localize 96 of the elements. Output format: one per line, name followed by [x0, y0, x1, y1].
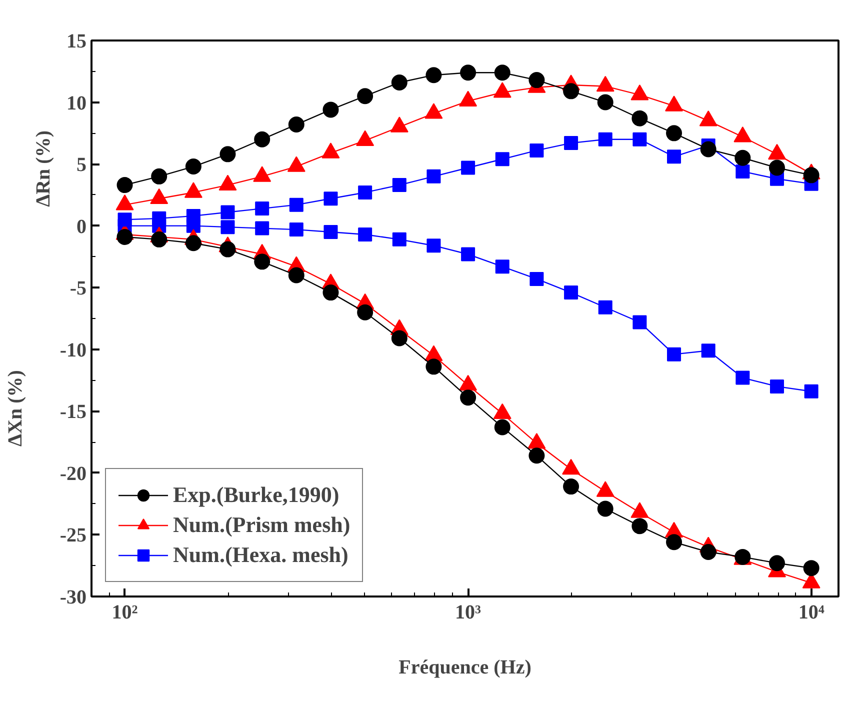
point	[768, 160, 785, 176]
point	[151, 231, 168, 248]
y-tick-label: -25	[60, 524, 87, 547]
point	[768, 555, 785, 572]
x-tick-label: 10³	[455, 602, 482, 624]
point	[598, 300, 612, 314]
point	[632, 315, 647, 330]
legend-label: Num.(Hexa. mesh)	[173, 542, 348, 568]
y-tick-label: 10	[66, 92, 86, 114]
point	[426, 67, 442, 84]
point	[530, 272, 544, 286]
point	[461, 160, 476, 175]
point	[151, 168, 168, 184]
point	[736, 164, 750, 178]
point	[288, 116, 304, 133]
y-tick-label: -15	[60, 401, 87, 424]
x-tick-label: 10⁴	[798, 602, 824, 624]
point	[391, 74, 408, 90]
point	[701, 344, 716, 358]
point	[528, 448, 545, 464]
point	[494, 64, 510, 81]
point	[357, 88, 374, 104]
point	[460, 64, 476, 81]
point	[324, 225, 338, 240]
x-tick-label: 10²	[112, 602, 138, 624]
text: ΔXn (%)	[4, 370, 26, 446]
y-axis-title: ΔRn (%)	[32, 130, 54, 207]
point	[700, 141, 716, 158]
point	[254, 131, 270, 148]
point	[460, 390, 476, 406]
point	[289, 198, 304, 212]
y-tick-label: 5	[76, 154, 86, 176]
y-tick-label: 15	[66, 30, 86, 52]
point	[152, 211, 166, 226]
point	[563, 83, 580, 100]
point	[116, 177, 133, 194]
point	[392, 232, 406, 246]
point	[563, 478, 580, 495]
point	[461, 247, 476, 262]
point	[426, 169, 441, 184]
y-tick-label: -10	[60, 339, 87, 362]
point	[564, 286, 578, 300]
point	[667, 150, 682, 164]
point	[358, 227, 372, 242]
point	[324, 192, 338, 206]
point	[700, 544, 716, 560]
point	[358, 185, 372, 200]
point	[495, 260, 510, 274]
point	[770, 379, 784, 394]
point	[597, 500, 614, 517]
point	[220, 220, 235, 234]
x-axis-title: Fréquence (Hz)	[398, 656, 532, 678]
point	[803, 167, 820, 184]
point	[220, 146, 236, 162]
point	[322, 284, 339, 301]
legend-label: Num.(Prism mesh)	[173, 512, 350, 538]
y-tick-label: -5	[70, 278, 87, 300]
legend-label: Exp.(Burke,1990)	[173, 482, 340, 508]
point	[186, 208, 200, 223]
point	[426, 358, 442, 375]
point	[632, 132, 647, 146]
y-tick-label: -20	[60, 462, 87, 485]
point	[530, 143, 544, 158]
point	[667, 347, 682, 362]
point	[254, 254, 270, 270]
y-tick-label: 0	[76, 216, 86, 238]
point	[632, 110, 648, 126]
point	[392, 178, 406, 192]
point	[116, 228, 133, 245]
point	[185, 235, 202, 252]
point	[288, 267, 304, 284]
point	[632, 518, 648, 534]
point	[322, 102, 339, 118]
point	[734, 150, 751, 166]
point	[185, 158, 202, 175]
point	[597, 94, 614, 110]
point	[528, 72, 545, 88]
point	[804, 384, 818, 398]
point	[666, 125, 682, 142]
point	[255, 202, 270, 216]
point	[118, 212, 132, 227]
point	[494, 419, 510, 436]
point	[391, 330, 408, 346]
point	[255, 221, 270, 236]
point	[495, 152, 510, 166]
point	[564, 136, 578, 150]
point	[220, 205, 235, 220]
point	[357, 304, 374, 320]
point	[666, 534, 682, 550]
point	[598, 132, 612, 146]
point	[426, 238, 441, 253]
y-tick-label: -30	[60, 586, 87, 608]
point	[289, 222, 304, 237]
point	[220, 241, 236, 258]
point	[803, 560, 820, 576]
point	[736, 370, 750, 385]
